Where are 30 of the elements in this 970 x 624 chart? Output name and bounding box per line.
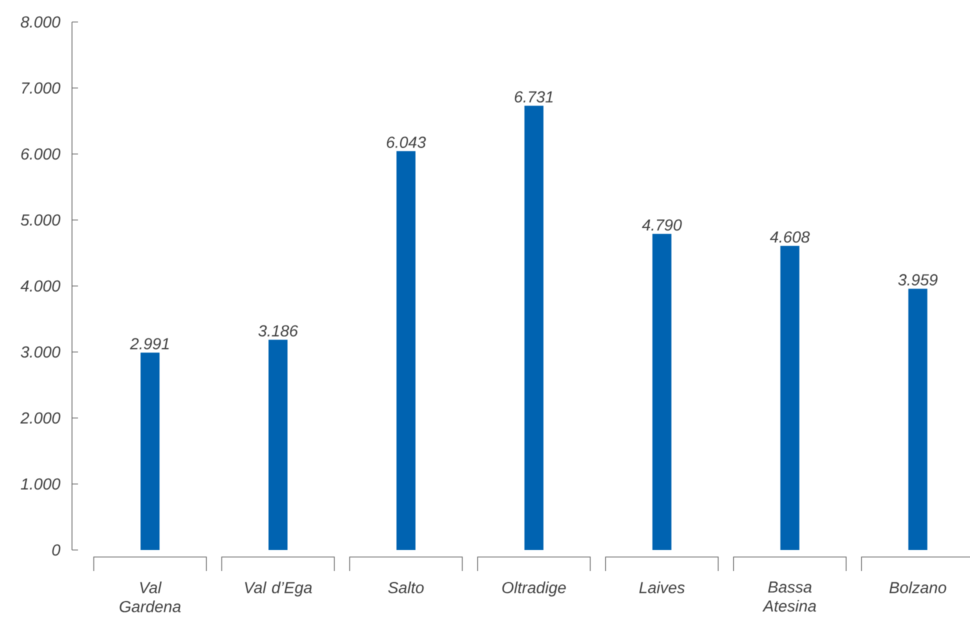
y-tick-label: 4.000	[20, 280, 60, 292]
y-tick-label: 3.000	[20, 346, 60, 358]
bar	[780, 246, 800, 550]
y-tick-label: 1.000	[20, 478, 60, 490]
x-tick-label: Oltradige	[502, 582, 566, 596]
data-label: 6.043	[386, 136, 426, 148]
y-tick-label: 6.000	[21, 148, 60, 160]
x-tick-label: Bassa Atesina	[762, 582, 816, 612]
bar	[652, 234, 672, 550]
bar	[396, 151, 416, 550]
x-tick-label: Laives	[639, 582, 685, 594]
x-tick-label: Salto	[388, 582, 424, 594]
data-label: 3.959	[898, 274, 938, 286]
data-label: 2.991	[130, 338, 169, 350]
bar	[908, 288, 928, 550]
data-label: 6.731	[514, 91, 553, 103]
x-tick-label: Bolzano	[889, 582, 946, 594]
data-label: 4.608	[770, 231, 810, 243]
data-label: 3.186	[258, 325, 298, 337]
y-tick-label: 2.000	[20, 412, 60, 424]
bar	[268, 340, 288, 550]
y-tick-label: 8.000	[20, 16, 60, 28]
y-tick-label: 0	[52, 544, 60, 556]
x-tick-label: Val d’Ega	[245, 582, 312, 596]
data-label: 4.790	[642, 219, 682, 231]
bar	[524, 106, 544, 550]
y-tick-label: 5.000	[20, 214, 60, 226]
y-tick-label: 7.000	[22, 82, 60, 94]
x-tick-label: Val Gardena	[120, 582, 181, 612]
bar	[140, 352, 160, 550]
